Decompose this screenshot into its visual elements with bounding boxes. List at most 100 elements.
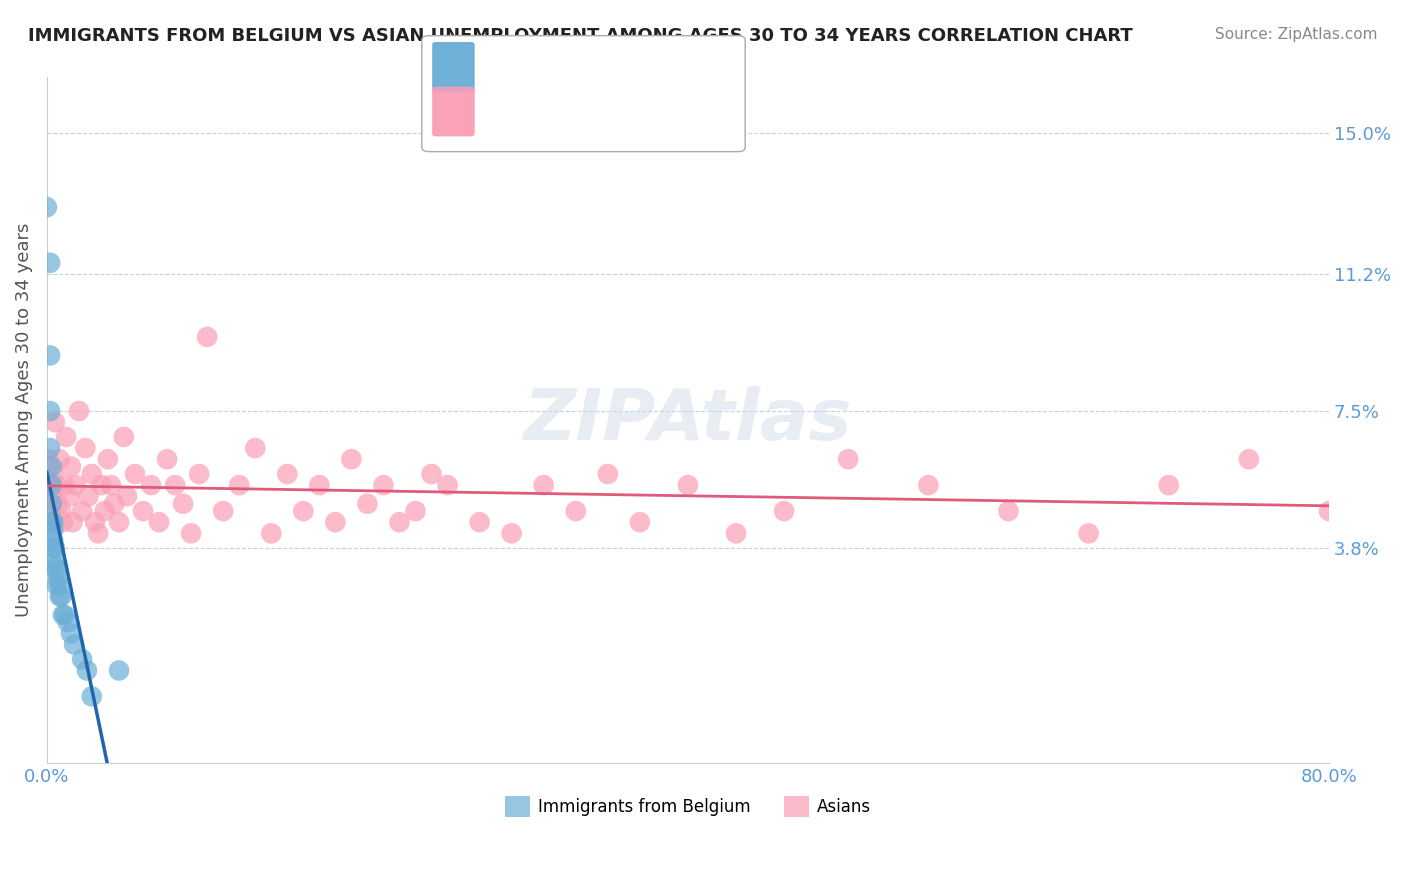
Immigrants from Belgium [42,523,65,537]
Asians [1237,452,1260,467]
Asians [52,515,75,529]
Immigrants from Belgium [39,256,62,270]
Asians [228,478,250,492]
Asians [596,467,619,481]
Asians [356,497,378,511]
Asians [51,504,73,518]
Immigrants from Belgium [41,478,63,492]
Asians [917,478,939,492]
Asians [325,515,347,529]
Asians [115,489,138,503]
Asians [132,504,155,518]
Asians [77,489,100,503]
Asians [41,515,63,529]
Asians [260,526,283,541]
Asians [93,504,115,518]
Asians [997,504,1019,518]
Asians [165,478,187,492]
Asians [188,467,211,481]
Asians [172,497,194,511]
Asians [37,452,59,467]
Asians [55,430,77,444]
Immigrants from Belgium [80,690,103,704]
Asians [35,467,58,481]
Asians [75,441,97,455]
Immigrants from Belgium [48,578,70,592]
Immigrants from Belgium [45,563,67,577]
Asians [44,415,66,429]
Asians [1317,504,1340,518]
Asians [80,467,103,481]
Asians [156,452,179,467]
Immigrants from Belgium [48,590,70,604]
Asians [1157,478,1180,492]
Immigrants from Belgium [39,441,62,455]
Y-axis label: Unemployment Among Ages 30 to 34 years: Unemployment Among Ages 30 to 34 years [15,223,32,617]
Asians [436,478,458,492]
Asians [39,478,62,492]
Asians [48,452,70,467]
Asians [773,504,796,518]
Immigrants from Belgium [42,541,65,556]
Immigrants from Belgium [63,638,86,652]
Asians [628,515,651,529]
Asians [108,515,131,529]
Asians [837,452,859,467]
Text: Source: ZipAtlas.com: Source: ZipAtlas.com [1215,27,1378,42]
Asians [67,404,90,418]
Immigrants from Belgium [70,652,93,666]
Immigrants from Belgium [41,459,63,474]
Asians [1077,526,1099,541]
Asians [100,478,122,492]
Legend: Immigrants from Belgium, Asians: Immigrants from Belgium, Asians [498,789,877,823]
Immigrants from Belgium [44,559,66,574]
Asians [42,467,65,481]
Asians [276,467,298,481]
Asians [533,478,555,492]
Immigrants from Belgium [51,590,73,604]
Asians [84,515,107,529]
Asians [565,504,588,518]
Asians [180,526,202,541]
Asians [388,515,411,529]
Immigrants from Belgium [39,404,62,418]
Immigrants from Belgium [42,515,65,529]
Immigrants from Belgium [35,200,58,214]
Text: R =  0.192   N =  31: R = 0.192 N = 31 [478,54,659,71]
Asians [41,489,63,503]
Immigrants from Belgium [59,626,82,640]
Immigrants from Belgium [44,552,66,566]
Asians [87,526,110,541]
Asians [373,478,395,492]
Immigrants from Belgium [76,664,98,678]
Asians [468,515,491,529]
Asians [58,489,80,503]
Asians [39,504,62,518]
Asians [245,441,267,455]
Asians [212,504,235,518]
Asians [148,515,170,529]
Asians [46,497,69,511]
Asians [139,478,162,492]
Asians [65,478,87,492]
Asians [501,526,523,541]
Asians [124,467,146,481]
Asians [195,330,218,344]
Immigrants from Belgium [41,497,63,511]
Asians [420,467,443,481]
Immigrants from Belgium [39,348,62,362]
Asians [405,504,427,518]
Text: ZIPAtlas: ZIPAtlas [523,385,852,455]
Immigrants from Belgium [44,541,66,556]
Immigrants from Belgium [46,571,69,585]
Asians [62,515,84,529]
Immigrants from Belgium [56,615,79,630]
Asians [53,478,76,492]
Immigrants from Belgium [45,578,67,592]
Immigrants from Belgium [52,607,75,622]
Asians [340,452,363,467]
Asians [676,478,699,492]
Asians [59,459,82,474]
Asians [724,526,747,541]
Immigrants from Belgium [42,533,65,548]
